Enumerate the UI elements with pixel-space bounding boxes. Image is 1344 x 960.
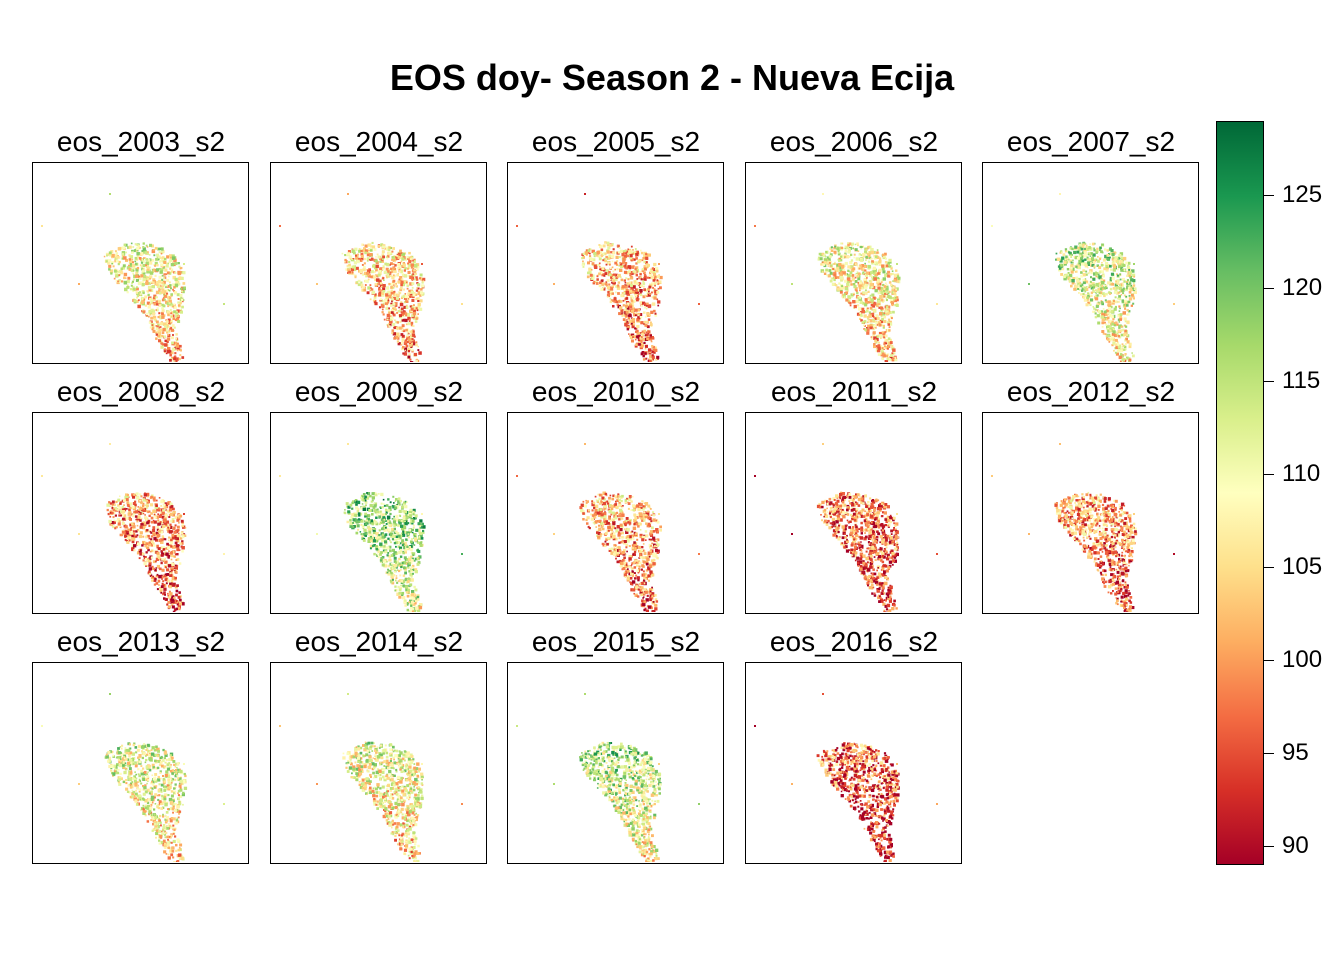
map-panel: [270, 162, 487, 364]
panel-title: eos_2004_s2: [294, 126, 464, 157]
colorbar: [1216, 121, 1264, 865]
colorbar-tick: [1264, 846, 1274, 848]
map-raster: [516, 443, 700, 612]
panel-title: eos_2016_s2: [769, 626, 939, 657]
panel-title: eos_2012_s2: [1006, 376, 1176, 407]
colorbar-tick: [1264, 195, 1274, 197]
pixel-layer: [279, 693, 463, 862]
colorbar-tick: [1264, 288, 1274, 290]
map-panel: [745, 162, 962, 364]
map-panel: [32, 162, 249, 364]
colorbar-tick-label: 115: [1282, 367, 1321, 395]
panel-title: eos_2015_s2: [531, 626, 701, 657]
panel-title: eos_2005_s2: [531, 126, 701, 157]
colorbar-tick-label: 110: [1282, 460, 1321, 488]
colorbar-tick-label: 100: [1282, 646, 1323, 674]
chart-title: EOS doy- Season 2 - Nueva Ecija: [389, 57, 955, 98]
map-panel: [507, 162, 724, 364]
map-panel: [507, 662, 724, 864]
map-panel: [507, 412, 724, 614]
pixel-layer: [41, 193, 225, 362]
map-raster: [279, 693, 463, 862]
map-raster: [991, 443, 1175, 612]
pixel-layer: [516, 693, 700, 862]
map-panel: [270, 662, 487, 864]
panel-title: eos_2014_s2: [294, 626, 464, 657]
pixel-layer: [41, 693, 225, 862]
panel-title: eos_2009_s2: [294, 376, 464, 407]
map-raster: [991, 193, 1175, 362]
map-raster: [516, 693, 700, 862]
panel-title: eos_2011_s2: [770, 376, 938, 407]
colorbar-tick: [1264, 567, 1274, 569]
colorbar-tick: [1264, 381, 1274, 383]
map-raster: [41, 193, 225, 362]
pixel-layer: [754, 443, 938, 612]
map-raster: [41, 443, 225, 612]
pixel-layer: [754, 693, 938, 862]
pixel-layer: [754, 193, 938, 362]
panel-title: eos_2006_s2: [769, 126, 939, 157]
pixel-layer: [991, 443, 1175, 612]
pixel-layer: [41, 443, 225, 612]
map-panel: [982, 412, 1199, 614]
map-raster: [754, 193, 938, 362]
colorbar-tick-label: 95: [1282, 739, 1309, 767]
map-panel: [270, 412, 487, 614]
map-raster: [754, 693, 938, 862]
map-panel: [32, 662, 249, 864]
colorbar-tick-label: 105: [1282, 553, 1323, 581]
map-panel: [982, 162, 1199, 364]
panel-title: eos_2008_s2: [56, 376, 226, 407]
map-panel: [32, 412, 249, 614]
map-raster: [516, 193, 700, 362]
colorbar-tick-label: 120: [1282, 274, 1323, 302]
colorbar-tick: [1264, 474, 1274, 476]
pixel-layer: [279, 193, 463, 362]
panel-title: eos_2013_s2: [56, 626, 226, 657]
map-raster: [41, 693, 225, 862]
panel-title: eos_2003_s2: [56, 126, 226, 157]
pixel-layer: [516, 443, 700, 612]
colorbar-tick: [1264, 660, 1274, 662]
colorbar-tick-label: 90: [1282, 832, 1309, 860]
map-panel: [745, 412, 962, 614]
map-panel: [745, 662, 962, 864]
map-raster: [754, 443, 938, 612]
panel-title: eos_2010_s2: [531, 376, 701, 407]
colorbar-tick-label: 125: [1282, 181, 1323, 209]
panel-title: eos_2007_s2: [1006, 126, 1176, 157]
pixel-layer: [279, 443, 463, 612]
colorbar-tick: [1264, 753, 1274, 755]
map-raster: [279, 443, 463, 612]
pixel-layer: [516, 193, 700, 362]
pixel-layer: [991, 193, 1175, 362]
map-raster: [279, 193, 463, 362]
